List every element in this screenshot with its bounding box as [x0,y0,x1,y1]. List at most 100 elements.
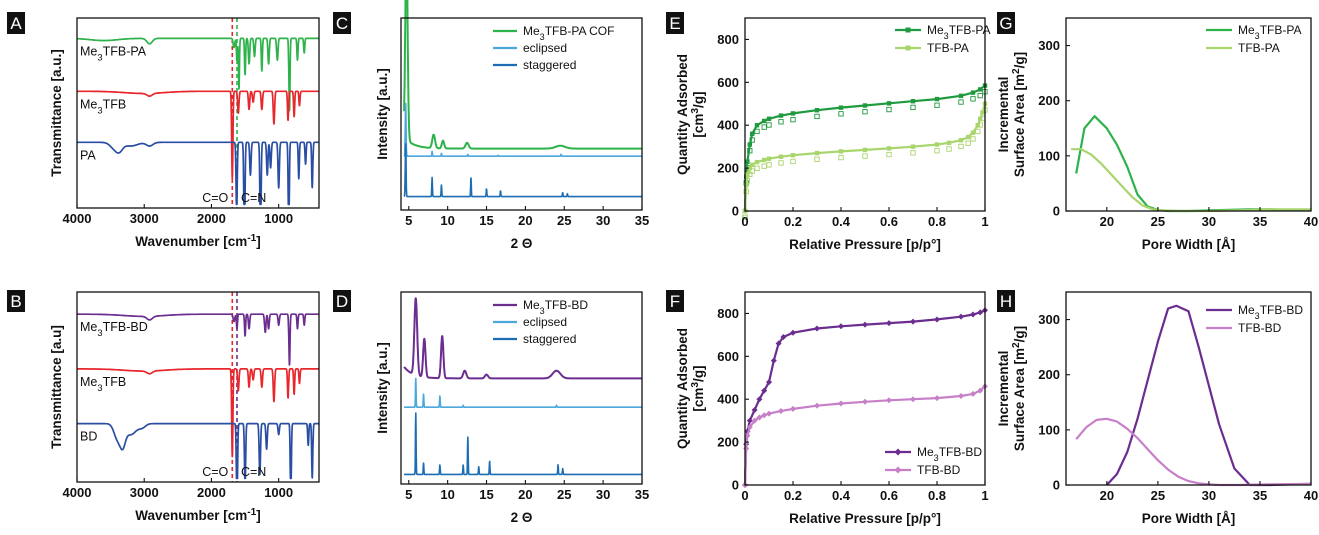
y-tick-label: 300 [1038,38,1060,53]
series-line-eclipsed [403,102,643,157]
data-point [751,406,758,413]
series-label: Me3TFB [80,375,126,393]
data-point [886,397,892,404]
data-point-desorption [838,111,844,117]
x-tick-label: 0.4 [832,214,851,229]
y-tick-label: 0 [1053,204,1060,219]
y-tick-label: 600 [717,75,739,90]
data-point-desorption [761,163,767,169]
series-line-Me₃TFB-PA [1075,115,1311,213]
panel-label-g: G [999,14,1012,33]
x-tick-label: 15 [479,487,493,502]
x-tick-label: 0.2 [784,214,802,229]
legend-label: TFB-PA [927,41,969,55]
y-tick-label: 0 [732,204,739,219]
x-tick-label: 1 [981,488,988,503]
data-point [862,398,868,405]
marker-label: C=O [202,191,228,205]
y-axis-title: Transmittance [a.u.] [49,49,64,177]
x-tick-label: 25 [1151,488,1165,503]
x-tick-label: 1000 [264,485,293,500]
data-point [934,96,940,102]
y-tick-label: 200 [1038,93,1060,108]
legend-marker [894,466,902,474]
x-tick-label: 10 [440,487,454,502]
data-point [838,105,844,110]
data-point [743,445,750,452]
plot-frame [1065,17,1312,212]
x-axis-title: Wavenumber [cm-1] [135,507,261,524]
data-point [778,154,784,159]
data-point [886,320,892,327]
data-point-desorption [977,122,983,128]
x-axis-title: Wavenumber [cm-1] [135,233,261,250]
data-point [751,417,758,424]
x-tick-label: 40 [1304,488,1318,503]
panel-label-e: E [669,14,680,33]
series-line-Me₃TFB [76,368,320,458]
plot-frame [1065,291,1312,486]
data-point [766,410,772,417]
y-axis-title: [cm3/g] [690,365,707,411]
data-point-desorption [814,113,820,120]
data-point [746,417,753,424]
x-axis-title: Pore Width [Å] [1142,237,1236,252]
data-point-desorption [970,136,976,142]
data-point [790,111,796,116]
data-point-desorption [743,188,749,195]
x-tick-label: 35 [635,213,649,228]
x-tick-label: 0.6 [880,488,898,503]
data-point [970,90,976,95]
data-point [756,414,763,421]
series-line-staggered [403,143,643,198]
series-line-Me₃TFB [76,90,320,180]
y-axis-title: Surface Area [m2/g] [1011,326,1028,451]
x-axis-title: Pore Width [Å] [1142,511,1236,526]
data-point [814,402,820,409]
data-point-desorption [910,104,916,111]
data-point [934,395,940,402]
data-point-desorption [958,143,964,150]
legend-label: eclipsed [523,315,567,329]
data-point [766,156,772,161]
x-tick-label: 3000 [130,211,159,226]
data-point [790,329,796,336]
panel-label-a: A [10,14,22,33]
data-point-desorption [934,148,940,154]
y-axis-title: Incremental [996,351,1011,427]
panel-label-b: B [10,292,21,311]
data-point-desorption [946,146,952,152]
x-tick-label: 0.2 [784,488,802,503]
data-point-desorption [778,160,784,166]
panel-label-box [997,12,1015,34]
data-point-desorption [761,124,767,130]
data-point-desorption [862,153,868,159]
data-point [746,424,753,431]
panel-label-c: C [336,14,348,33]
series-line-Me₃TFB-BD [76,313,320,366]
legend-label: Me3TFB-BD [1238,303,1303,321]
legend-label: eclipsed [523,41,567,55]
legend-marker [905,45,911,51]
data-point-desorption [778,119,784,125]
data-point-desorption [970,96,976,102]
data-point [814,150,820,156]
y-axis-title: Quantity Adsorbed [675,328,690,449]
data-point-desorption [749,168,755,174]
marker-label: C=N [241,465,266,479]
data-point-desorption [958,99,964,105]
data-point [754,159,760,165]
data-point [756,396,763,403]
panel-label-box [997,290,1015,312]
y-axis-title: Intensity [a.u.] [375,342,390,434]
data-point [977,387,984,394]
x-tick-label: 2000 [197,485,226,500]
legend-label: TFB-BD [1238,321,1282,335]
x-tick-label: 3000 [130,485,159,500]
series-line-Me₃TFB-PA COF [403,0,643,150]
data-point [814,108,820,113]
x-tick-label: 25 [557,487,571,502]
data-point [958,313,964,320]
legend-label: Me3TFB-PA [1238,23,1301,41]
